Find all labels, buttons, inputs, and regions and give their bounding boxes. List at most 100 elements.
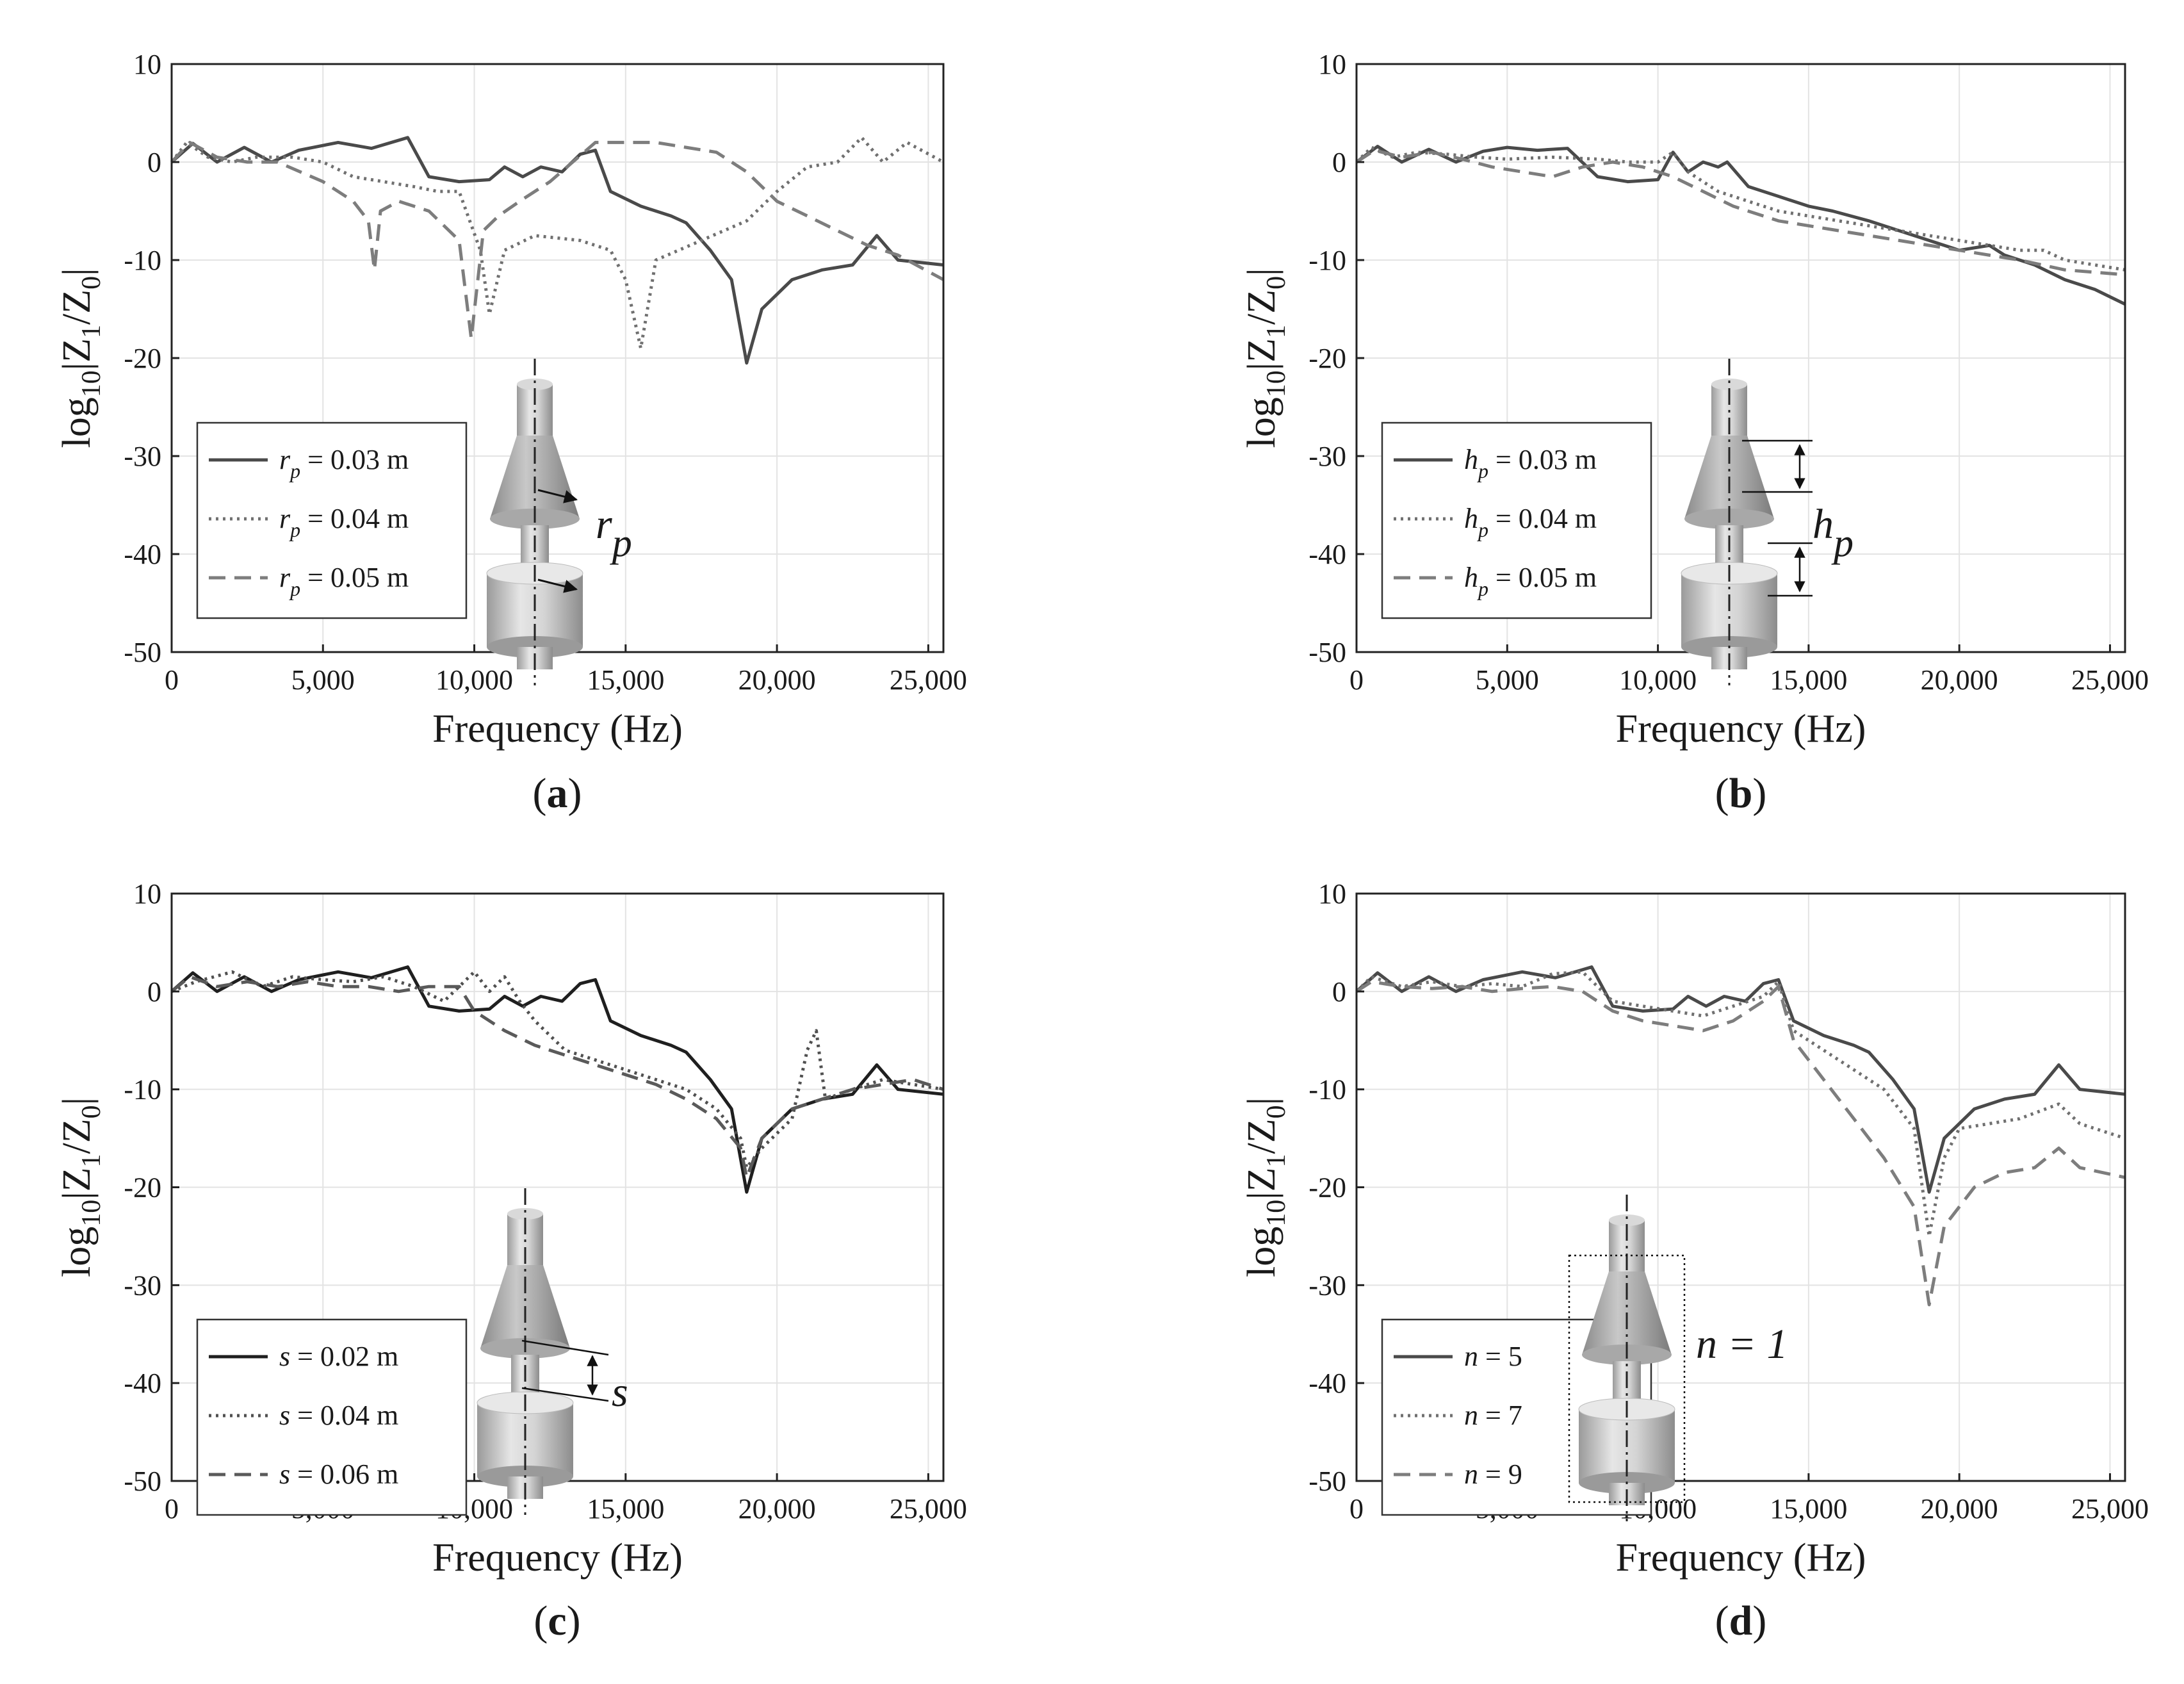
legend-entry: hp = 0.05 m bbox=[1464, 562, 1597, 600]
legend: hp = 0.03 m hp = 0.04 m hp = 0.05 m bbox=[1381, 421, 1652, 619]
legend-box bbox=[1381, 421, 1652, 619]
x-tick-label: 15,000 bbox=[587, 664, 664, 696]
x-tick-label: 0 bbox=[165, 664, 179, 696]
y-tick-label: 10 bbox=[1318, 878, 1346, 910]
x-tick-label: 0 bbox=[1349, 664, 1364, 696]
x-axis-label: Frequency (Hz) bbox=[1616, 707, 1866, 751]
y-tick-label: -30 bbox=[1308, 1270, 1346, 1301]
radius-arrow bbox=[537, 489, 578, 503]
y-tick-label: -40 bbox=[124, 1368, 161, 1399]
x-tick-label: 15,000 bbox=[587, 1493, 664, 1525]
y-axis-label: log10|Z1/Z0| bbox=[55, 268, 106, 448]
x-tick-label: 20,000 bbox=[738, 664, 816, 696]
x-tick-label: 10,000 bbox=[1619, 664, 1697, 696]
series-line-dashed bbox=[1355, 149, 2126, 277]
shaft-top-cap bbox=[1609, 1214, 1645, 1226]
y-tick-label: -50 bbox=[1308, 637, 1346, 668]
y-tick-label: -20 bbox=[1308, 343, 1346, 374]
x-tick-label: 10,000 bbox=[436, 664, 513, 696]
x-tick-label: 20,000 bbox=[1921, 1493, 1998, 1525]
y-tick-label: -40 bbox=[1308, 1368, 1346, 1399]
panel-caption: (c) bbox=[534, 1598, 580, 1644]
series-line-dashed bbox=[170, 140, 945, 340]
y-tick-label: -10 bbox=[124, 245, 161, 276]
series-line-solid bbox=[1355, 145, 2126, 306]
y-tick-label: 0 bbox=[147, 976, 161, 1008]
y-tick-label: -20 bbox=[124, 1172, 161, 1204]
series-line-solid bbox=[1355, 965, 2126, 1194]
x-tick-label: 25,000 bbox=[2071, 664, 2149, 696]
x-axis-label: Frequency (Hz) bbox=[432, 707, 683, 751]
x-axis-label: Frequency (Hz) bbox=[432, 1536, 683, 1580]
legend: s = 0.02 m s = 0.04 m s = 0.06 m bbox=[196, 1318, 468, 1516]
y-axis-label: log10|Z1/Z0| bbox=[1240, 1097, 1291, 1277]
legend-entry: n = 5 bbox=[1464, 1341, 1522, 1372]
y-tick-label: 10 bbox=[133, 49, 161, 80]
y-tick-label: 10 bbox=[133, 878, 161, 910]
chart-panel-b: 0 5,000 10,000 15,000 20,000 25,000 10 0 -10 -20 -… bbox=[1240, 49, 2149, 817]
dim-line bbox=[521, 1387, 609, 1402]
panel-caption: (a) bbox=[533, 770, 582, 817]
legend-entry: rp = 0.03 m bbox=[279, 444, 409, 482]
legend-entry: rp = 0.05 m bbox=[279, 562, 409, 600]
series-line-solid bbox=[170, 136, 944, 365]
shaft-top-cap bbox=[517, 379, 553, 390]
series-line-dashed bbox=[1355, 980, 2126, 1307]
y-tick-label: 0 bbox=[1332, 147, 1346, 178]
inset-label: hp bbox=[1813, 501, 1854, 565]
chart-panel-d: 05,00010,00015,00020,00025,000100-10-20-… bbox=[1240, 878, 2149, 1644]
y-axis-label: log10|Z1/Z0| bbox=[55, 1097, 106, 1277]
geometry-inset: hp bbox=[1681, 359, 1854, 685]
panel-caption: (d) bbox=[1715, 1598, 1767, 1644]
y-tick-label: -10 bbox=[124, 1074, 161, 1106]
series-line-solid bbox=[170, 965, 944, 1194]
x-tick-label: 15,000 bbox=[1770, 1493, 1847, 1525]
radius-arrow bbox=[537, 578, 578, 593]
inset-label: rp bbox=[596, 501, 632, 565]
y-tick-label: -20 bbox=[124, 343, 161, 374]
legend-entry: rp = 0.04 m bbox=[279, 503, 409, 541]
series-line-dotted bbox=[1355, 145, 2126, 272]
inset-label: s bbox=[612, 1369, 628, 1416]
x-tick-label: 5,000 bbox=[1476, 664, 1539, 696]
dim-line bbox=[521, 1339, 609, 1356]
y-tick-label: -30 bbox=[124, 441, 161, 472]
y-axis-label: log10|Z1/Z0| bbox=[1240, 268, 1291, 448]
x-tick-label: 0 bbox=[1349, 1493, 1364, 1525]
series-line-dotted bbox=[1355, 970, 2126, 1238]
series-line-dashed bbox=[170, 975, 944, 1179]
legend: rp = 0.03 m rp = 0.04 m rp = 0.05 m bbox=[196, 421, 468, 619]
y-tick-label: -50 bbox=[1308, 1466, 1346, 1497]
geometry-inset: rp bbox=[486, 359, 632, 685]
x-tick-label: 25,000 bbox=[890, 664, 967, 696]
x-tick-label: 15,000 bbox=[1770, 664, 1847, 696]
legend-entry: n = 9 bbox=[1464, 1459, 1522, 1490]
x-tick-label: 20,000 bbox=[738, 1493, 816, 1525]
legend-entry: s = 0.06 m bbox=[279, 1459, 398, 1490]
x-axis-label: Frequency (Hz) bbox=[1616, 1536, 1866, 1580]
y-tick-label: -10 bbox=[1308, 1074, 1346, 1106]
y-tick-label: -30 bbox=[1308, 441, 1346, 472]
legend-box bbox=[196, 421, 468, 619]
y-tick-label: -30 bbox=[124, 1270, 161, 1301]
y-tick-label: -50 bbox=[124, 637, 161, 668]
y-tick-label: -10 bbox=[1308, 245, 1346, 276]
y-tick-label: 0 bbox=[147, 147, 161, 178]
y-tick-label: -20 bbox=[1308, 1172, 1346, 1204]
legend-entry: s = 0.04 m bbox=[279, 1400, 398, 1431]
legend-entry: s = 0.02 m bbox=[279, 1341, 398, 1372]
y-tick-label: -50 bbox=[124, 1466, 161, 1497]
y-tick-label: -40 bbox=[124, 539, 161, 570]
legend-entry: hp = 0.04 m bbox=[1464, 503, 1597, 541]
shaft-top-cap bbox=[507, 1208, 543, 1220]
chart-panel-c: 05,00010,00015,00020,00025,000100-10-20-… bbox=[55, 878, 967, 1644]
geometry-inset: n = 1 bbox=[1568, 1195, 1788, 1521]
y-tick-label: 0 bbox=[1332, 976, 1346, 1008]
x-tick-label: 20,000 bbox=[1921, 664, 1998, 696]
chart-panel-a: 0 5,000 10,000 15,000 20,000 25,000 10 0 -10 -20 -… bbox=[55, 49, 967, 817]
panel-caption: (b) bbox=[1715, 770, 1767, 817]
y-tick-label: 10 bbox=[1318, 49, 1346, 80]
unit-cell-box bbox=[1568, 1254, 1686, 1503]
